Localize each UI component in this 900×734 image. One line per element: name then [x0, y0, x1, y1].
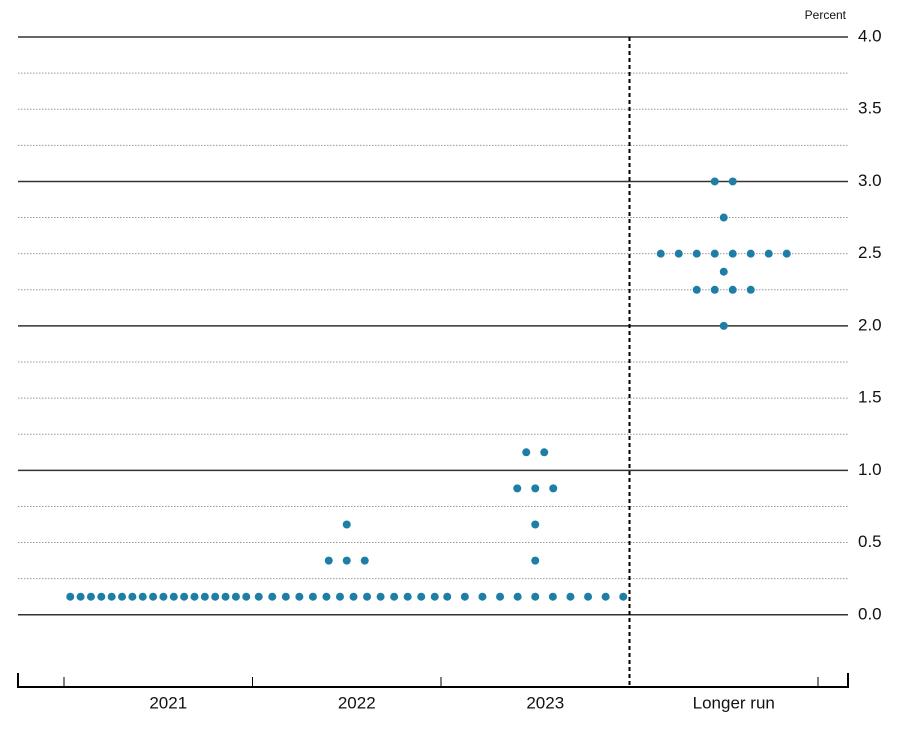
dot	[342, 556, 351, 565]
dot	[169, 592, 178, 601]
dot	[268, 592, 277, 601]
dot	[513, 592, 522, 601]
dot	[138, 592, 147, 601]
dot	[566, 592, 575, 601]
dot	[540, 448, 549, 457]
dot	[531, 520, 540, 529]
dot	[719, 267, 728, 276]
dot	[692, 249, 701, 258]
dot	[746, 249, 755, 258]
dot	[322, 592, 331, 601]
dot	[531, 592, 540, 601]
dot	[128, 592, 137, 601]
dot	[242, 592, 251, 601]
dot	[180, 592, 189, 601]
dot	[390, 592, 399, 601]
dot	[764, 249, 773, 258]
dot	[118, 592, 127, 601]
y-tick-label: 3.5	[858, 99, 882, 118]
dot	[86, 592, 95, 601]
dot	[281, 592, 290, 601]
dot	[376, 592, 385, 601]
dot	[200, 592, 209, 601]
dot	[531, 484, 540, 493]
dot	[710, 249, 719, 258]
dot	[231, 592, 240, 601]
dot	[522, 448, 531, 457]
dot	[496, 592, 505, 601]
dot	[549, 484, 558, 493]
dot	[710, 177, 719, 186]
dot	[443, 592, 452, 601]
dot	[584, 592, 593, 601]
dot	[76, 592, 85, 601]
dot	[66, 592, 75, 601]
dot	[719, 321, 728, 330]
dot	[107, 592, 116, 601]
x-tick-label: 2021	[149, 693, 187, 712]
y-tick-label: 1.0	[858, 460, 882, 479]
dot	[417, 592, 426, 601]
x-tick-label: 2022	[338, 693, 376, 712]
y-tick-label: 3.0	[858, 171, 882, 190]
dot	[211, 592, 220, 601]
dot	[478, 592, 487, 601]
y-tick-label: 0.5	[858, 532, 882, 551]
dot	[674, 249, 683, 258]
dot	[295, 592, 304, 601]
dot	[360, 556, 369, 565]
y-tick-label: 2.5	[858, 243, 882, 262]
dot	[656, 249, 665, 258]
dot	[308, 592, 317, 601]
dot	[349, 592, 358, 601]
dot	[254, 592, 263, 601]
dot	[159, 592, 168, 601]
dot	[601, 592, 610, 601]
dot	[430, 592, 439, 601]
dot	[190, 592, 199, 601]
dot	[728, 177, 737, 186]
dot	[460, 592, 469, 601]
dot	[548, 592, 557, 601]
y-tick-label: 0.0	[858, 604, 882, 623]
dot	[324, 556, 333, 565]
dot	[728, 249, 737, 258]
dot	[363, 592, 372, 601]
y-tick-label: 1.5	[858, 388, 882, 407]
dot	[782, 249, 791, 258]
dot	[513, 484, 522, 493]
x-tick-label: Longer run	[693, 693, 775, 712]
dot	[97, 592, 106, 601]
dot	[728, 285, 737, 294]
y-tick-label: 2.0	[858, 315, 882, 334]
x-tick-label: 2023	[526, 693, 564, 712]
dot	[342, 520, 351, 529]
dot	[746, 285, 755, 294]
dot	[719, 213, 728, 222]
y-axis-label: Percent	[805, 8, 847, 22]
dot	[710, 285, 719, 294]
dot	[149, 592, 158, 601]
dot	[403, 592, 412, 601]
dot	[692, 285, 701, 294]
dot	[221, 592, 230, 601]
dot	[335, 592, 344, 601]
y-tick-label: 4.0	[858, 26, 882, 45]
dot	[531, 556, 540, 565]
dot	[619, 592, 628, 601]
